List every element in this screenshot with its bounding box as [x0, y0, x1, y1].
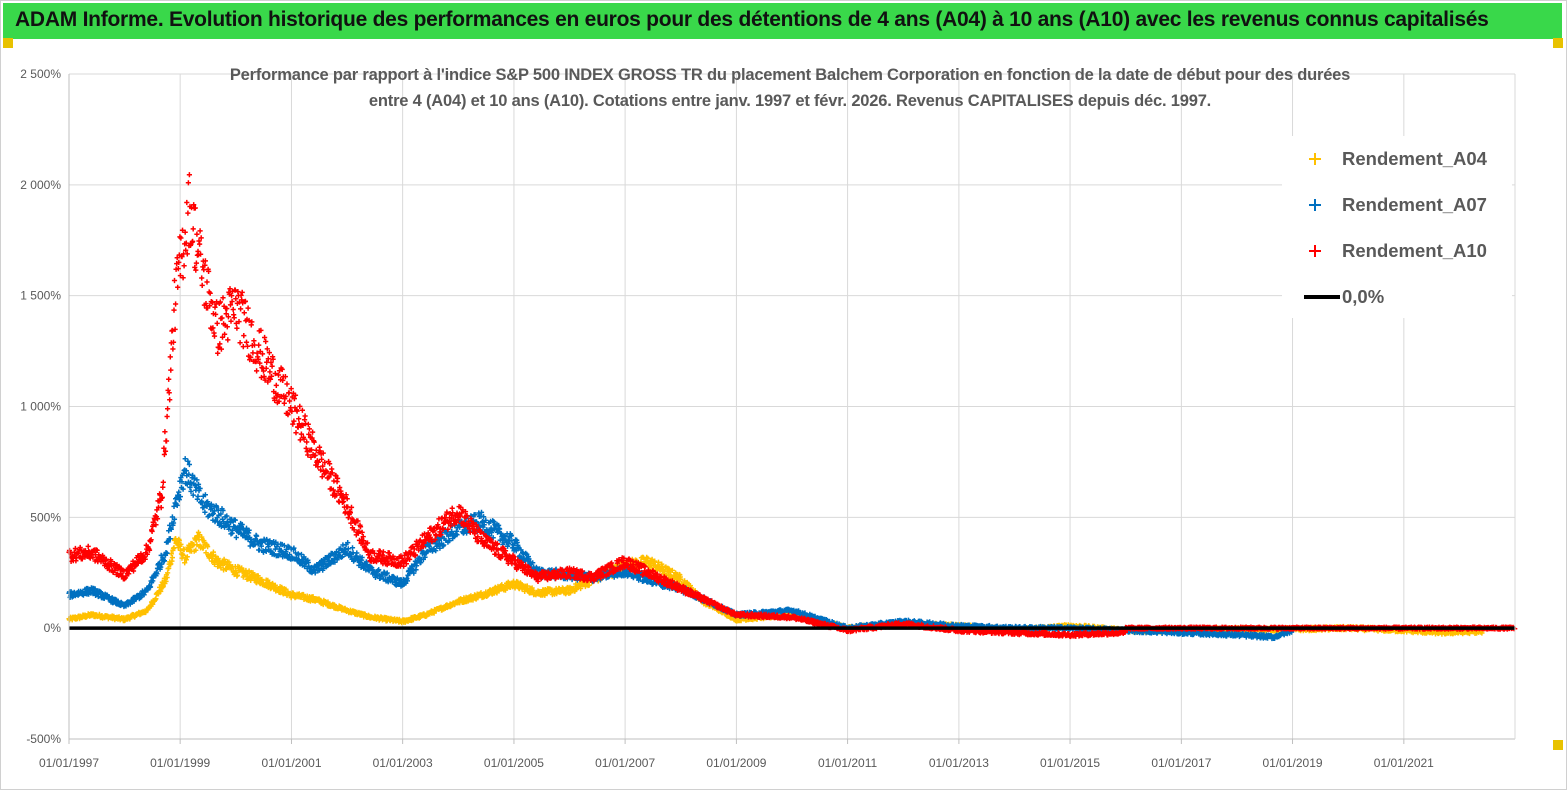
header-banner: ADAM Informe. Evolution historique des p… — [3, 3, 1562, 39]
corner-marker-top-right — [1553, 38, 1563, 48]
legend-label-a07: Rendement_A07 — [1342, 194, 1487, 215]
legend-marker-zero — [1304, 295, 1340, 299]
legend-marker-a10 — [1309, 245, 1321, 257]
x-tick-label: 01/01/2013 — [929, 756, 989, 770]
chart-title: Performance par rapport à l'indice S&P 5… — [110, 62, 1470, 114]
corner-marker-bottom-right — [1553, 740, 1563, 750]
x-tick-label: 01/01/2021 — [1374, 756, 1434, 770]
corner-marker-top-left — [3, 38, 13, 48]
series-markers-Rendement_A07 — [66, 456, 1295, 642]
header-title: ADAM Informe. Evolution historique des p… — [15, 8, 1489, 31]
x-tick-label: 01/01/1999 — [150, 756, 210, 770]
y-tick-label: 2 000% — [20, 178, 61, 192]
x-tick-label: 01/01/2009 — [706, 756, 766, 770]
x-tick-label: 01/01/2007 — [595, 756, 655, 770]
legend: Rendement_A04 Rendement_A07 Rendement_A1… — [1282, 136, 1512, 318]
series-Rendement_A04 — [66, 529, 1485, 637]
y-tick-label: 1 000% — [20, 400, 61, 414]
legend-item-zero: 0,0% — [1282, 282, 1512, 312]
y-tick-label: 500% — [30, 510, 61, 524]
legend-item-a10: Rendement_A10 — [1282, 236, 1512, 266]
y-tick-label: -500% — [26, 732, 61, 746]
chart-title-line-2: entre 4 (A04) et 10 ans (A10). Cotations… — [368, 92, 1212, 110]
x-tick-label: 01/01/2001 — [261, 756, 321, 770]
x-tick-label: 01/01/1997 — [39, 756, 99, 770]
series-markers-Rendement_A04 — [66, 529, 1485, 637]
x-tick-label: 01/01/2017 — [1151, 756, 1211, 770]
legend-marker-a04 — [1309, 153, 1321, 165]
chart-title-line-1: Performance par rapport à l'indice S&P 5… — [229, 66, 1351, 84]
legend-item-a07: Rendement_A07 — [1282, 190, 1512, 220]
axes: -500% 0% 500% 1 000% 1 500% 2 000% 2 500% 01/01… — [20, 67, 1516, 770]
legend-marker-a07 — [1309, 199, 1321, 211]
legend-item-a04: Rendement_A04 — [1282, 144, 1512, 174]
y-tick-label: 2 500% — [20, 67, 61, 81]
x-tick-label: 01/01/2003 — [373, 756, 433, 770]
y-tick-label: 1 500% — [20, 289, 61, 303]
x-tick-label: 01/01/2019 — [1262, 756, 1322, 770]
x-tick-label: 01/01/2015 — [1040, 756, 1100, 770]
series-Rendement_A07 — [66, 456, 1295, 642]
x-tick-label: 01/01/2005 — [484, 756, 544, 770]
legend-label-zero: 0,0% — [1342, 286, 1385, 307]
x-tick-label: 01/01/2011 — [818, 756, 877, 770]
y-tick-label: 0% — [44, 621, 62, 635]
legend-label-a04: Rendement_A04 — [1342, 148, 1487, 169]
legend-label-a10: Rendement_A10 — [1342, 240, 1487, 261]
